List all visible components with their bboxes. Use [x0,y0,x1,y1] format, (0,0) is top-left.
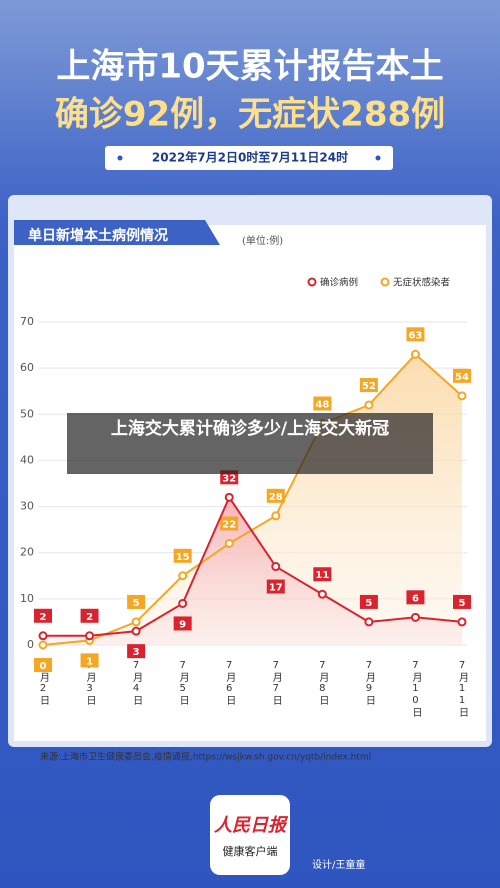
point [410,612,420,622]
point [271,562,281,572]
label-box [453,368,471,383]
x-tick-label: 7月10日 [410,660,422,718]
label-box [313,567,332,582]
subtitle: 确诊92例，无症状288例 [55,95,445,135]
card-title: 单日新增本土病例情况 [28,227,168,244]
data-label: 5 [133,598,140,609]
dot [117,155,123,161]
source: 来源:上海市卫生健康委员会,疫情通报,https://wsjkw.sh.gov.… [40,751,371,763]
card-title-bg [14,220,220,245]
data-label: 2 [40,612,47,623]
logo: 人民日报 [214,815,289,836]
label-box [220,516,239,531]
point [178,571,188,581]
label-box [359,378,378,393]
period-box [105,146,393,170]
point [364,400,374,410]
label-box [313,396,332,411]
x-tick-label: 7月8日 [317,660,329,706]
line [42,352,463,646]
point [410,349,420,359]
point [85,631,95,641]
point [224,538,234,548]
point [38,640,48,650]
y-tick-label: 0 [27,638,34,651]
data-label: 0 [40,661,47,672]
unit: (单位:例) [242,234,283,247]
point [131,626,141,636]
label-box [173,616,192,631]
y-tick-label: 40 [20,453,34,466]
label-box [266,579,285,594]
overlay-wrap: 上海交大累计确诊多少/上海交大新冠 [110,419,390,439]
x-tick-label: 7月3日 [84,660,96,706]
data-label: 32 [222,473,236,484]
data-label: 5 [365,598,372,609]
data-label: 11 [315,570,329,581]
point [457,391,467,401]
data-label: 9 [179,619,186,630]
label-box [173,548,192,563]
legend-marker [380,277,390,287]
overlay-text: 上海交大累计确诊多少/上海交大新冠 [110,419,390,439]
legend-marker [307,277,317,287]
label-box [34,608,52,623]
data-label: 15 [176,552,190,563]
data-label: 3 [133,647,140,658]
y-tick-label: 60 [20,361,34,374]
x-tick-label: 7月6日 [224,660,236,706]
data-label: 48 [315,400,329,411]
point [271,511,281,521]
data-label: 5 [459,598,466,609]
y-tick-label: 70 [20,315,34,328]
title: 上海市10天累计报告本土 [56,47,443,87]
data-label: 22 [222,519,236,530]
point [224,492,234,502]
label-box [359,594,378,609]
data-label: 28 [269,492,283,503]
line [43,495,463,637]
y-tick-label: 30 [20,500,34,513]
dot [375,155,381,161]
data-label: 54 [455,372,469,383]
logo-box [210,795,290,875]
label-box [266,488,285,503]
point [457,617,467,627]
point [38,631,48,641]
data-label: 63 [408,330,422,341]
app-name: 健康客户端 [223,844,278,858]
credit: 设计/王童童 [312,858,365,871]
label-box [127,594,146,609]
x-tick-label: 7月5日 [177,660,189,706]
period: 2022年7月2日0时至7月11日24时 [152,150,348,165]
label-box [406,590,425,605]
x-tick-label: 7月4日 [131,660,143,706]
data-label: 17 [269,583,283,594]
legend-label: 无症状感染者 [393,277,450,289]
data-label: 6 [412,593,419,604]
x-tick-label: 7月11日 [457,660,469,718]
y-tick-label: 10 [20,592,34,605]
label-box [406,327,425,342]
label-box [127,644,146,659]
point [131,617,141,627]
area [43,497,462,645]
y-tick-label: 20 [20,546,34,559]
data-label: 52 [362,381,376,392]
label-box [80,608,99,623]
point [178,598,188,608]
label-box [453,594,471,609]
x-tick-label: 7月7日 [270,660,282,706]
x-tick-label: 7月9日 [363,660,375,706]
point [317,589,327,599]
point [364,617,374,627]
data-label: 1 [86,656,93,667]
overlay-box [67,413,433,474]
data-label: 2 [86,612,93,623]
legend-label: 确诊病例 [320,277,358,289]
label-box [34,658,52,672]
label-box [80,653,99,668]
y-tick-label: 50 [20,407,34,420]
